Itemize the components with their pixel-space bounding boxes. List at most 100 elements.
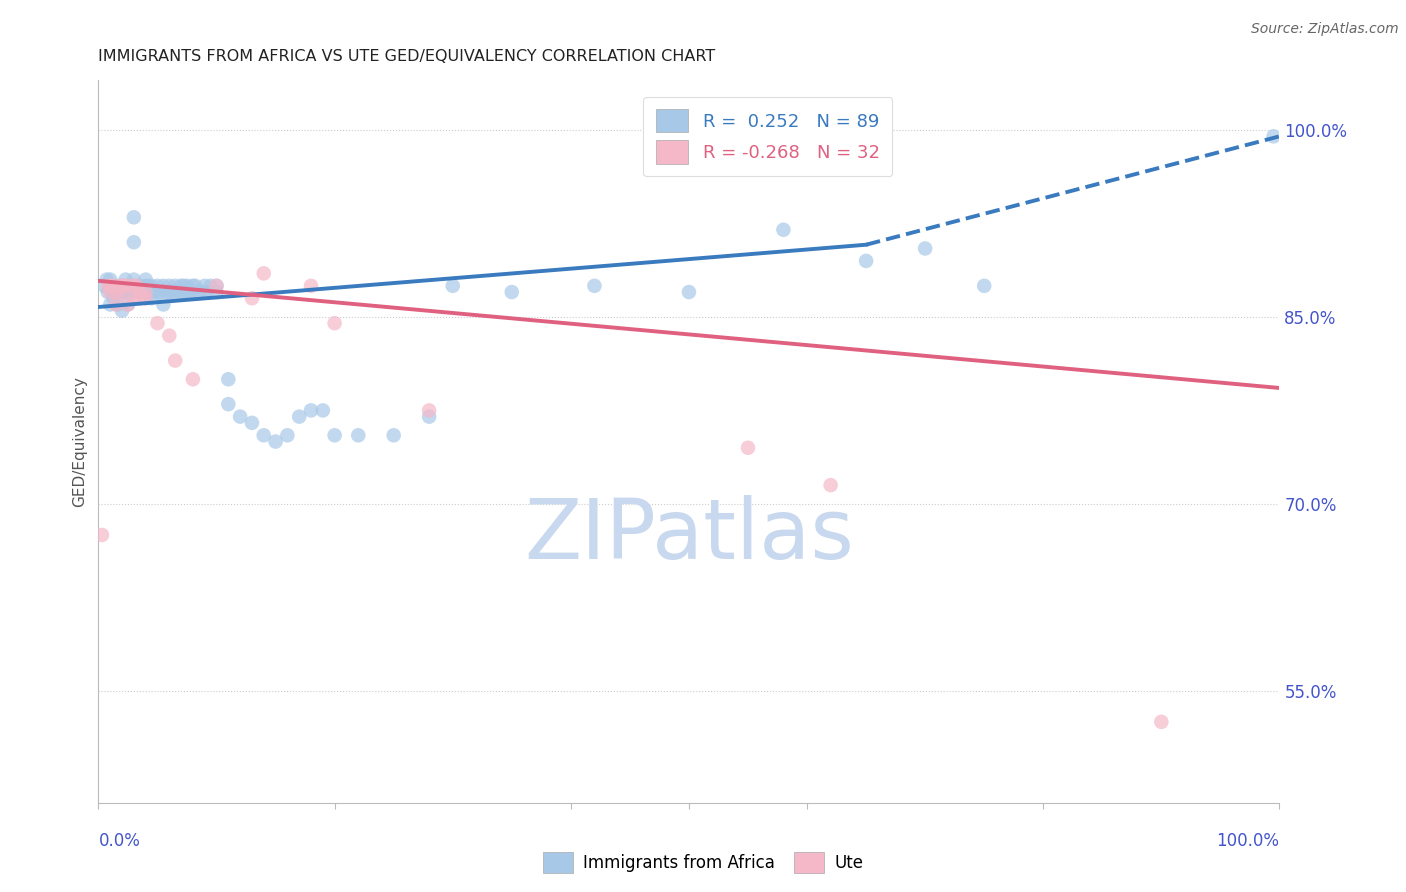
Point — [855, 254, 877, 268]
Point — [176, 285, 198, 299]
Point — [97, 278, 120, 293]
Point — [128, 278, 150, 293]
Point — [157, 285, 180, 299]
Point — [125, 278, 148, 293]
Point — [312, 403, 335, 417]
Point — [122, 272, 145, 286]
Point — [117, 278, 139, 293]
Point — [184, 278, 207, 293]
Point — [128, 291, 150, 305]
Point — [253, 266, 276, 280]
Point — [142, 285, 165, 299]
Point — [105, 297, 128, 311]
Point — [98, 272, 121, 286]
Point — [772, 223, 794, 237]
Point — [141, 291, 163, 305]
Point — [441, 278, 464, 293]
Point — [323, 428, 346, 442]
Point — [1150, 714, 1173, 729]
Point — [111, 278, 134, 293]
Point — [288, 409, 311, 424]
Point — [194, 278, 217, 293]
Point — [117, 297, 139, 311]
Text: ZIPatlas: ZIPatlas — [524, 495, 853, 576]
Point — [103, 291, 125, 305]
Point — [205, 278, 228, 293]
Point — [98, 278, 121, 293]
Point — [101, 278, 124, 293]
Point — [122, 291, 145, 305]
Point — [152, 297, 174, 311]
Point — [112, 278, 135, 293]
Point — [583, 278, 606, 293]
Point — [165, 285, 187, 299]
Point — [195, 285, 218, 299]
Point — [152, 278, 174, 293]
Legend: R =  0.252   N = 89, R = -0.268   N = 32: R = 0.252 N = 89, R = -0.268 N = 32 — [644, 96, 893, 177]
Point — [737, 441, 759, 455]
Point — [973, 278, 995, 293]
Point — [120, 278, 142, 293]
Point — [128, 285, 150, 299]
Point — [176, 278, 198, 293]
Point — [132, 285, 155, 299]
Point — [122, 211, 145, 225]
Point — [146, 316, 169, 330]
Point — [111, 285, 134, 299]
Point — [111, 303, 134, 318]
Point — [170, 285, 193, 299]
Point — [98, 278, 121, 293]
Point — [111, 285, 134, 299]
Point — [347, 428, 370, 442]
Point — [1263, 129, 1285, 144]
Point — [136, 278, 159, 293]
Point — [135, 278, 157, 293]
Point — [501, 285, 523, 299]
Text: IMMIGRANTS FROM AFRICA VS UTE GED/EQUIVALENCY CORRELATION CHART: IMMIGRANTS FROM AFRICA VS UTE GED/EQUIVA… — [98, 49, 716, 64]
Point — [229, 409, 252, 424]
Point — [138, 285, 160, 299]
Point — [264, 434, 287, 449]
Point — [170, 285, 193, 299]
Point — [122, 278, 145, 293]
Point — [299, 403, 322, 417]
Point — [93, 278, 115, 293]
Text: 0.0%: 0.0% — [98, 831, 141, 850]
Point — [180, 285, 202, 299]
Point — [418, 403, 440, 417]
Point — [181, 372, 204, 386]
Point — [205, 278, 228, 293]
Point — [253, 428, 276, 442]
Point — [127, 285, 149, 299]
Point — [91, 528, 114, 542]
Point — [96, 272, 118, 286]
Point — [146, 278, 169, 293]
Point — [200, 278, 222, 293]
Point — [117, 285, 139, 299]
Point — [160, 285, 183, 299]
Point — [105, 297, 128, 311]
Point — [105, 285, 128, 299]
Point — [149, 285, 172, 299]
Point — [181, 285, 204, 299]
Point — [165, 278, 187, 293]
Point — [205, 285, 228, 299]
Point — [217, 372, 239, 386]
Point — [323, 316, 346, 330]
Point — [117, 278, 139, 293]
Point — [98, 285, 121, 299]
Text: Source: ZipAtlas.com: Source: ZipAtlas.com — [1251, 22, 1399, 37]
Point — [101, 285, 124, 299]
Point — [146, 285, 169, 299]
Point — [128, 285, 150, 299]
Point — [105, 285, 128, 299]
Point — [108, 285, 131, 299]
Text: 100.0%: 100.0% — [1216, 831, 1279, 850]
Point — [820, 478, 842, 492]
Point — [97, 285, 120, 299]
Point — [122, 235, 145, 250]
Point — [117, 297, 139, 311]
Point — [914, 242, 936, 256]
Point — [194, 285, 217, 299]
Point — [240, 416, 263, 430]
